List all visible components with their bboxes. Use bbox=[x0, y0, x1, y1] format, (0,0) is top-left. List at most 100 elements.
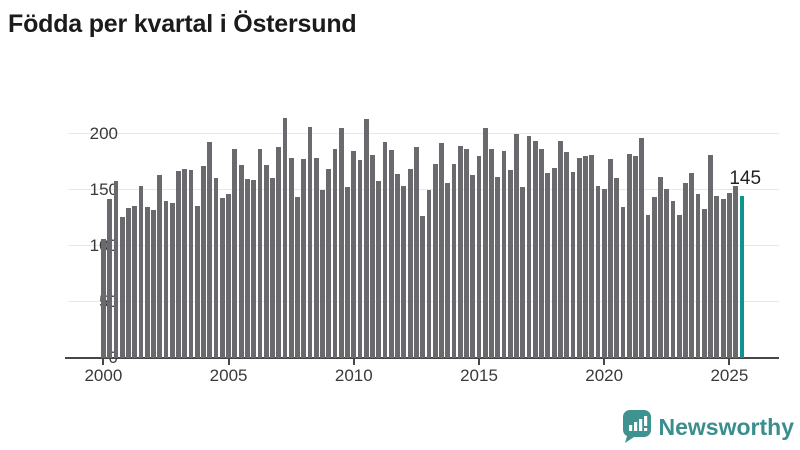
bar bbox=[357, 159, 363, 358]
bar bbox=[539, 148, 544, 358]
x-axis-tick-label: 2015 bbox=[460, 366, 498, 385]
x-axis-tick-label: 2025 bbox=[710, 366, 749, 385]
bar bbox=[232, 148, 238, 358]
bar bbox=[551, 167, 557, 358]
bar bbox=[520, 186, 526, 358]
bar bbox=[163, 201, 169, 358]
bar bbox=[495, 176, 501, 358]
bar bbox=[451, 164, 457, 358]
bar bbox=[320, 190, 325, 358]
bar bbox=[633, 156, 638, 358]
last-value-label: 145 bbox=[729, 167, 762, 189]
bar bbox=[576, 157, 582, 358]
bar bbox=[645, 214, 651, 358]
bar bbox=[219, 197, 225, 358]
gridline-150 bbox=[68, 189, 779, 190]
bar bbox=[107, 198, 113, 358]
bar bbox=[238, 165, 244, 358]
chart-title: Födda per kvartal i Östersund bbox=[8, 10, 357, 38]
bar bbox=[251, 179, 257, 358]
bar bbox=[557, 140, 563, 358]
bar bbox=[151, 210, 156, 358]
bar bbox=[101, 239, 106, 358]
bar bbox=[138, 185, 144, 358]
bar bbox=[683, 183, 688, 358]
bar bbox=[476, 156, 482, 358]
x-axis-tick-label: 2010 bbox=[334, 366, 373, 385]
bar bbox=[601, 188, 607, 358]
bar bbox=[689, 173, 695, 358]
bar bbox=[376, 181, 382, 358]
bar bbox=[695, 194, 701, 358]
bar bbox=[213, 177, 219, 358]
bar bbox=[570, 172, 576, 358]
x-axis-tick-label: 2020 bbox=[585, 366, 624, 385]
x-axis-tick bbox=[603, 359, 606, 365]
bar bbox=[307, 127, 313, 358]
bar bbox=[564, 151, 570, 358]
bar bbox=[257, 148, 263, 358]
bar bbox=[432, 164, 438, 358]
bar bbox=[363, 119, 369, 358]
bar bbox=[194, 205, 200, 358]
bar bbox=[144, 206, 150, 358]
bar bbox=[708, 155, 714, 358]
bar bbox=[639, 138, 645, 358]
bar bbox=[395, 174, 401, 358]
bar bbox=[244, 178, 250, 358]
x-axis-tick bbox=[352, 359, 355, 365]
bar bbox=[276, 147, 282, 358]
bar bbox=[263, 165, 269, 358]
bar bbox=[514, 134, 519, 358]
bar bbox=[169, 203, 175, 358]
bar bbox=[714, 195, 720, 358]
bar bbox=[338, 128, 344, 358]
bar bbox=[676, 214, 682, 358]
bar bbox=[370, 155, 375, 358]
bar bbox=[626, 154, 632, 358]
bar bbox=[545, 173, 551, 358]
bar bbox=[326, 168, 332, 358]
bar bbox=[507, 169, 513, 358]
bar bbox=[733, 185, 739, 358]
bar bbox=[301, 158, 307, 358]
bar bbox=[414, 147, 419, 358]
bar bbox=[445, 183, 451, 358]
bar bbox=[332, 148, 338, 358]
bar bbox=[382, 141, 388, 358]
bar bbox=[608, 158, 613, 358]
bar bbox=[651, 196, 657, 358]
bar bbox=[407, 168, 413, 358]
bar bbox=[288, 157, 294, 358]
y-axis-tick-label: 150 bbox=[89, 180, 118, 199]
bar bbox=[426, 190, 432, 358]
bar bbox=[351, 150, 357, 358]
bar bbox=[720, 198, 726, 358]
bar bbox=[388, 149, 394, 358]
bar bbox=[532, 140, 538, 358]
bar bbox=[589, 155, 595, 358]
x-axis-tick bbox=[728, 359, 731, 365]
y-axis-tick-label: 0 bbox=[68, 348, 118, 368]
bar bbox=[188, 169, 194, 358]
bar bbox=[470, 175, 476, 358]
bar bbox=[670, 201, 676, 358]
bar bbox=[295, 196, 300, 358]
newsworthy-logo[interactable]: Newsworthy bbox=[622, 410, 794, 444]
bar bbox=[126, 207, 131, 358]
bar bbox=[727, 193, 732, 358]
bar bbox=[658, 176, 663, 358]
x-axis-tick-label: 2005 bbox=[209, 366, 248, 385]
bar bbox=[201, 166, 206, 358]
gridline-200 bbox=[68, 133, 779, 134]
x-axis-tick-label: 2000 bbox=[84, 366, 123, 385]
bar bbox=[313, 157, 319, 358]
bar bbox=[701, 209, 707, 358]
newsworthy-wordmark: Newsworthy bbox=[658, 413, 794, 440]
x-axis-tick bbox=[478, 359, 480, 365]
bar bbox=[457, 146, 463, 358]
bar-highlighted bbox=[739, 195, 745, 358]
bar bbox=[132, 205, 138, 358]
bar bbox=[157, 175, 163, 358]
bar bbox=[526, 136, 532, 358]
